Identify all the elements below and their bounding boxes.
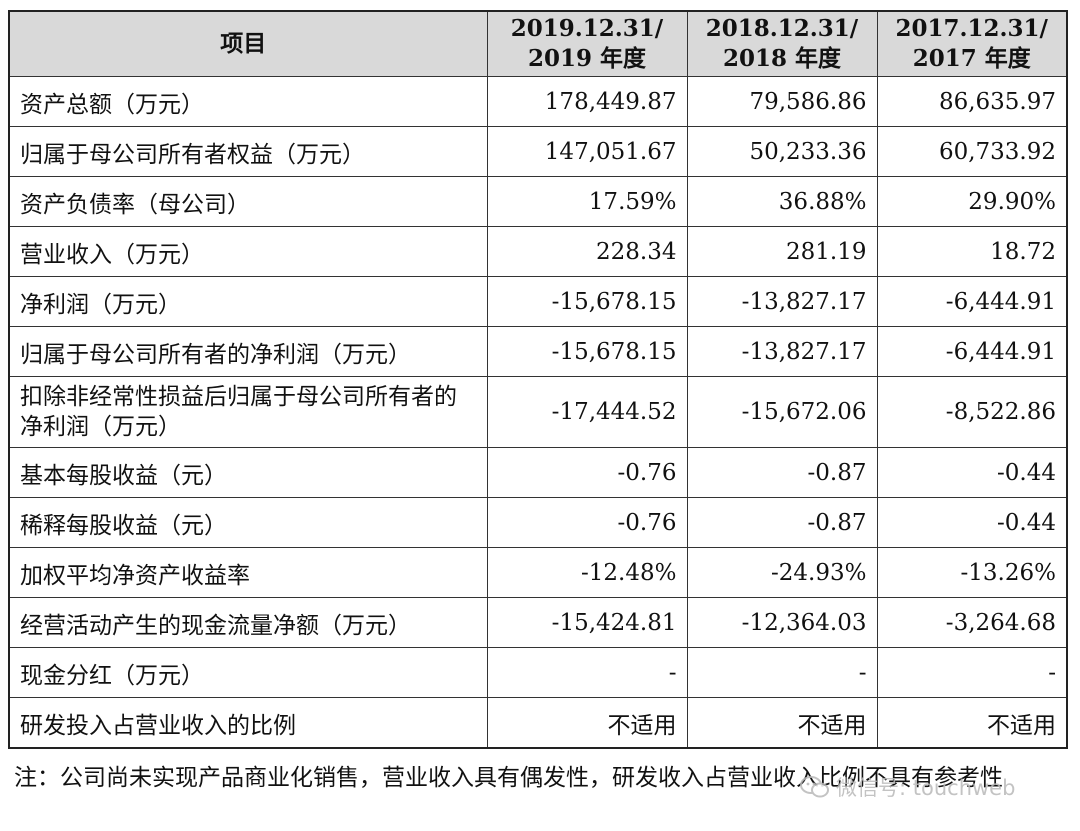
cell-value: 281.19	[686, 226, 878, 277]
financial-table: 项目 2019.12.31/ 2019 年度 2018.12.31/ 2018 …	[8, 10, 1068, 749]
table-header-row: 项目 2019.12.31/ 2019 年度 2018.12.31/ 2018 …	[8, 10, 1068, 77]
cell-value: 17.59%	[486, 176, 688, 227]
cell-value: 29.90%	[876, 176, 1068, 227]
wechat-icon	[800, 776, 829, 798]
table-row: 归属于母公司所有者权益（万元） 147,051.67 50,233.36 60,733…	[8, 126, 1068, 177]
watermark: 微信号: touchweb	[800, 772, 1015, 802]
cell-value: 79,586.86	[686, 76, 878, 127]
cell-value: -6,444.91	[876, 276, 1068, 327]
row-label: 归属于母公司所有者的净利润（万元）	[8, 326, 488, 377]
cell-value: 18.72	[876, 226, 1068, 277]
table-row: 营业收入（万元） 228.34 281.19 18.72	[8, 226, 1068, 277]
cell-value: -	[686, 647, 878, 698]
cell-value: -	[486, 647, 688, 698]
cell-value: 228.34	[486, 226, 688, 277]
cell-value: -12.48%	[486, 547, 688, 598]
row-label: 经营活动产生的现金流量净额（万元）	[8, 597, 488, 648]
cell-value: 60,733.92	[876, 126, 1068, 177]
cell-value: -0.87	[686, 447, 878, 498]
table-row: 经营活动产生的现金流量净额（万元） -15,424.81 -12,364.03 -3,…	[8, 597, 1068, 648]
row-label: 资产总额（万元）	[8, 76, 488, 127]
header-2018: 2018.12.31/ 2018 年度	[686, 10, 878, 77]
cell-value: -3,264.68	[876, 597, 1068, 648]
cell-value: -15,424.81	[486, 597, 688, 648]
row-label: 研发投入占营业收入的比例	[8, 697, 488, 749]
cell-value: -	[876, 647, 1068, 698]
cell-value: -15,678.15	[486, 276, 688, 327]
cell-value: 86,635.97	[876, 76, 1068, 127]
header-2017: 2017.12.31/ 2017 年度	[876, 10, 1068, 77]
row-label: 加权平均净资产收益率	[8, 547, 488, 598]
cell-value: -13,827.17	[686, 326, 878, 377]
row-label: 营业收入（万元）	[8, 226, 488, 277]
row-label: 现金分红（万元）	[8, 647, 488, 698]
table-row: 资产总额（万元） 178,449.87 79,586.86 86,635.97	[8, 76, 1068, 127]
row-label: 基本每股收益（元）	[8, 447, 488, 498]
cell-value: -13,827.17	[686, 276, 878, 327]
header-2019: 2019.12.31/ 2019 年度	[486, 10, 688, 77]
table-row: 基本每股收益（元） -0.76 -0.87 -0.44	[8, 447, 1068, 498]
cell-value: 不适用	[486, 697, 688, 749]
cell-value: -0.87	[686, 497, 878, 548]
cell-value: -12,364.03	[686, 597, 878, 648]
table-row: 扣除非经常性损益后归属于母公司所有者的净利润（万元） -17,444.52 -15,…	[8, 376, 1068, 448]
row-label: 稀释每股收益（元）	[8, 497, 488, 548]
cell-value: 178,449.87	[486, 76, 688, 127]
cell-value: -15,672.06	[686, 376, 878, 448]
cell-value: 147,051.67	[486, 126, 688, 177]
table-row: 研发投入占营业收入的比例 不适用 不适用 不适用	[8, 697, 1068, 749]
table-row: 归属于母公司所有者的净利润（万元） -15,678.15 -13,827.17 -6,…	[8, 326, 1068, 377]
cell-value: 不适用	[876, 697, 1068, 749]
row-label: 资产负债率（母公司）	[8, 176, 488, 227]
cell-value: -6,444.91	[876, 326, 1068, 377]
cell-value: -13.26%	[876, 547, 1068, 598]
cell-value: -0.76	[486, 447, 688, 498]
row-label: 扣除非经常性损益后归属于母公司所有者的净利润（万元）	[8, 376, 488, 448]
footnote: 注：公司尚未实现产品商业化销售，营业收入具有偶发性，研发收入占营业收入比例不具有…	[14, 765, 1003, 791]
cell-value: 36.88%	[686, 176, 878, 227]
table-row: 加权平均净资产收益率 -12.48% -24.93% -13.26%	[8, 547, 1068, 598]
table-row: 稀释每股收益（元） -0.76 -0.87 -0.44	[8, 497, 1068, 548]
cell-value: -0.76	[486, 497, 688, 548]
table-row: 资产负债率（母公司） 17.59% 36.88% 29.90%	[8, 176, 1068, 227]
table-row: 现金分红（万元） - - -	[8, 647, 1068, 698]
cell-value: -8,522.86	[876, 376, 1068, 448]
cell-value: -17,444.52	[486, 376, 688, 448]
row-label: 净利润（万元）	[8, 276, 488, 327]
cell-value: -0.44	[876, 447, 1068, 498]
cell-value: 不适用	[686, 697, 878, 749]
row-label: 归属于母公司所有者权益（万元）	[8, 126, 488, 177]
watermark-text: 微信号: touchweb	[836, 776, 1016, 800]
cell-value: 50,233.36	[686, 126, 878, 177]
cell-value: -15,678.15	[486, 326, 688, 377]
cell-value: -0.44	[876, 497, 1068, 548]
cell-value: -24.93%	[686, 547, 878, 598]
table-row: 净利润（万元） -15,678.15 -13,827.17 -6,444.91	[8, 276, 1068, 327]
header-item: 项目	[8, 10, 488, 77]
